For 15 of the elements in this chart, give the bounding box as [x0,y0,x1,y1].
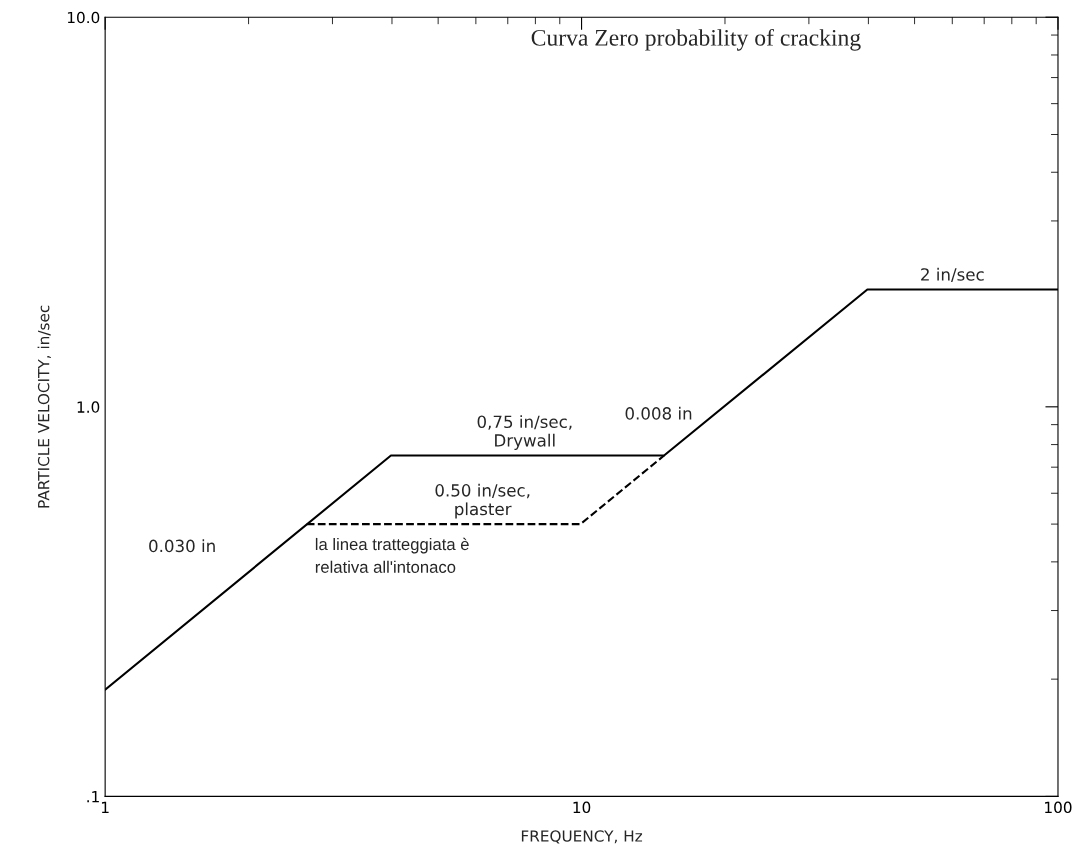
annotation: 0.50 in/sec, plaster [435,483,530,519]
x-axis-title: FREQUENCY, Hz [521,830,643,844]
x-tick-label: 1 [101,801,109,813]
y-tick-label: 1.0 [77,401,100,413]
x-tick-label: 100 [1045,801,1072,814]
y-tick-label: .1 [87,791,99,803]
chart-title: Curva Zero probability of cracking [531,28,861,51]
annotation: 0.030 in [149,539,215,553]
y-tick-label: 10.0 [67,11,100,24]
annotation: 0.008 in [625,406,692,420]
annotation: la linea tratteggiata è relativa all'intonaco [315,537,469,573]
annotation: 0,75 in/sec, Drywall [477,415,572,450]
annotation: 2 in/sec [921,267,984,283]
y-axis-title: PARTICLE VELOCITY, in/sec [37,305,51,508]
x-tick-label: 10 [573,801,591,814]
